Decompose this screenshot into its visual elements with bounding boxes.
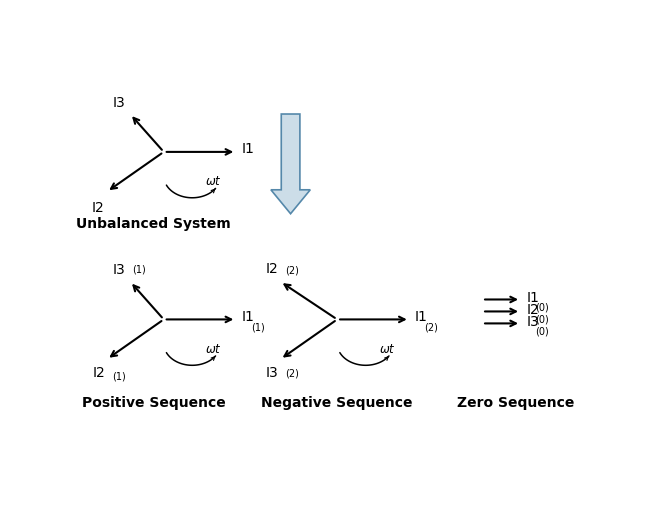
Text: I2: I2 — [92, 200, 104, 214]
Polygon shape — [271, 114, 310, 214]
Text: Positive Sequence: Positive Sequence — [81, 396, 225, 410]
Text: (0): (0) — [536, 303, 549, 313]
Text: I2: I2 — [266, 262, 279, 276]
Text: (2): (2) — [285, 266, 299, 276]
Text: I1: I1 — [241, 142, 255, 156]
Text: I3: I3 — [526, 315, 539, 329]
Text: Negative Sequence: Negative Sequence — [261, 396, 413, 410]
Text: I1: I1 — [526, 291, 539, 305]
Text: (1): (1) — [132, 264, 146, 275]
Text: Zero Sequence: Zero Sequence — [457, 396, 574, 410]
Text: (1): (1) — [250, 323, 265, 333]
Text: (1): (1) — [112, 371, 126, 381]
Text: I3: I3 — [266, 367, 279, 381]
Text: $\omega t$: $\omega t$ — [205, 175, 222, 189]
Text: I1: I1 — [241, 310, 255, 324]
Text: I2: I2 — [526, 303, 539, 317]
Text: I1: I1 — [415, 310, 428, 324]
Text: (2): (2) — [285, 369, 299, 379]
Text: $\omega t$: $\omega t$ — [379, 343, 395, 356]
Text: I3: I3 — [112, 263, 125, 277]
Text: Unbalanced System: Unbalanced System — [76, 217, 230, 231]
Text: I3: I3 — [112, 96, 125, 110]
Text: (0): (0) — [536, 314, 549, 325]
Text: $\omega t$: $\omega t$ — [205, 343, 222, 356]
Text: I2: I2 — [92, 367, 106, 381]
Text: (2): (2) — [424, 323, 438, 333]
Text: (0): (0) — [536, 327, 549, 337]
